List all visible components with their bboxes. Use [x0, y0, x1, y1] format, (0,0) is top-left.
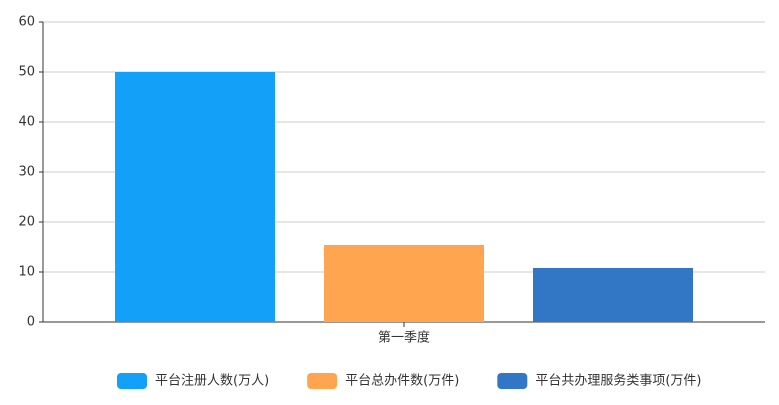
legend-swatch — [497, 373, 528, 389]
y-tick-label: 10 — [18, 265, 35, 280]
y-tick-label: 0 — [27, 315, 35, 330]
bar — [533, 268, 693, 322]
legend-label: 平台注册人数(万人) — [155, 374, 269, 389]
legend-swatch — [307, 373, 338, 389]
y-tick-label: 60 — [18, 15, 35, 30]
y-tick-label: 50 — [18, 65, 35, 80]
y-tick-label: 20 — [18, 215, 35, 230]
y-tick-label: 40 — [18, 115, 35, 130]
bar — [115, 72, 275, 322]
bar — [324, 245, 484, 322]
x-tick-label: 第一季度 — [378, 330, 430, 346]
y-tick-label: 30 — [18, 165, 35, 180]
legend-label: 平台共办理服务类事项(万件) — [535, 373, 701, 389]
legend-swatch — [117, 373, 147, 389]
legend-label: 平台总办件数(万件) — [345, 374, 459, 389]
